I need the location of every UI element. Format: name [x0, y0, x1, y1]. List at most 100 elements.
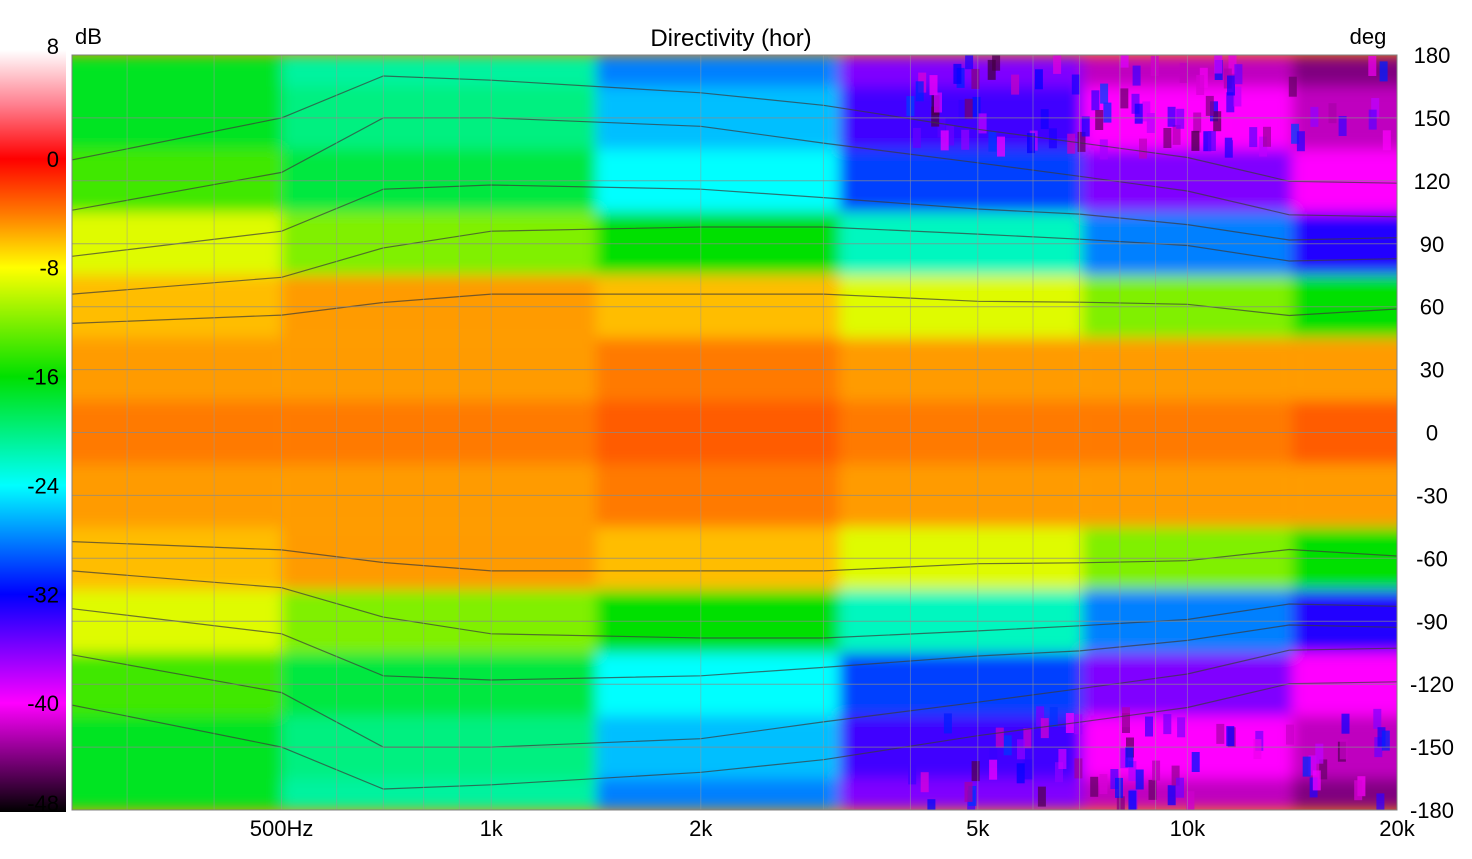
y-tick-label: 60 [1420, 295, 1444, 320]
y-tick-label: -60 [1416, 546, 1448, 571]
heatmap-spot [1234, 64, 1243, 85]
heatmap-spot [1163, 714, 1172, 735]
heatmap-spot [1090, 776, 1099, 797]
heatmap-spot [946, 125, 955, 146]
heatmap-spot [1091, 90, 1100, 111]
heatmap-spot [1315, 743, 1324, 764]
colorbar-tick-labels: 8 0 -8 -16 -24 -32 -40 -48 [27, 34, 59, 816]
heatmap-cell [72, 55, 282, 87]
heatmap-spot [953, 63, 962, 84]
heatmap-spot [1100, 83, 1109, 104]
y-axis-tick-labels: 180 150 120 90 60 30 0 -30 -60 -90 -120 -150 -180 [1410, 43, 1454, 823]
heatmap-spot [988, 131, 997, 152]
heatmap-spot [1003, 735, 1012, 756]
heatmap-spot [1034, 69, 1043, 90]
heatmap-spot [1116, 796, 1125, 810]
heatmap-spot [958, 99, 967, 120]
heatmap-spot [1071, 74, 1080, 95]
heatmap-spot [1232, 120, 1240, 141]
heatmap-spot [943, 713, 952, 734]
heatmap-cell [839, 778, 1083, 810]
heatmap-spot [1172, 124, 1181, 145]
colorbar-tick-label: -16 [27, 365, 59, 390]
heatmap-spot [1099, 774, 1108, 795]
heatmap-spot [1128, 761, 1137, 782]
heatmap-spot [1037, 786, 1046, 807]
heatmap-spot [1067, 133, 1076, 154]
heatmap-spot [1176, 777, 1184, 798]
heatmap-spot [1226, 92, 1235, 113]
x-tick-label: 10k [1170, 816, 1206, 841]
heatmap-spot [1135, 769, 1144, 790]
heatmap-spot [1368, 56, 1377, 76]
heatmap-spot [1191, 130, 1200, 151]
heatmap-spot [1011, 74, 1020, 95]
heatmap-spot [1196, 75, 1205, 95]
heatmap-spot [995, 727, 1004, 748]
heatmap-spot [997, 136, 1005, 157]
heatmap-spot [1074, 714, 1083, 735]
heatmap-spot [1074, 758, 1083, 779]
heatmap-cell [596, 401, 840, 433]
heatmap-spot [1150, 56, 1159, 77]
heatmap-spot [1040, 109, 1049, 130]
heatmap-spot [1055, 762, 1063, 783]
heatmap-spot [1120, 55, 1129, 68]
heatmap-spot [1233, 86, 1242, 107]
x-axis-tick-labels: 500Hz 1k 2k 5k 10k 20k [250, 816, 1416, 841]
heatmap-spot [1249, 127, 1258, 148]
heatmap-spot [1253, 739, 1262, 760]
heatmap-cell [1292, 55, 1397, 87]
heatmap-spot [1203, 131, 1212, 152]
colorbar-tick-label: -48 [27, 791, 59, 816]
colorbar-tick-label: 0 [47, 147, 59, 172]
heatmap-spot [1288, 76, 1297, 97]
heatmap-spot [1099, 139, 1108, 160]
heatmap-spot [912, 127, 921, 148]
heatmap-spot [1291, 123, 1300, 144]
y-tick-label: -120 [1410, 672, 1454, 697]
x-tick-label: 20k [1379, 816, 1415, 841]
y-tick-label: -150 [1410, 735, 1454, 760]
heatmap-spot [1339, 739, 1348, 760]
colorbar-label: dB [75, 24, 102, 49]
y-axis-unit-label: deg [1350, 24, 1387, 49]
heatmap-spot [1338, 116, 1347, 136]
heatmap-spot [1148, 779, 1157, 800]
heatmap-cell [1292, 401, 1397, 433]
heatmap-cell [72, 432, 282, 464]
heatmap-spot [1228, 55, 1237, 74]
heatmap-spot [1171, 765, 1180, 786]
colorbar-tick-label: 8 [47, 34, 59, 59]
heatmap-spot [1132, 65, 1141, 86]
heatmap-cell [72, 778, 282, 810]
heatmap-spot [1023, 728, 1032, 749]
heatmap-spot [1167, 785, 1176, 806]
heatmap-spot [964, 98, 973, 119]
heatmap-spot [1371, 98, 1380, 118]
heatmap-cell [72, 401, 282, 433]
y-tick-label: -180 [1410, 798, 1454, 823]
heatmap-spot [1163, 128, 1172, 148]
heatmap-low-level-spots [906, 55, 1391, 810]
heatmap-spot [1213, 111, 1222, 132]
y-tick-label: -90 [1416, 609, 1448, 634]
heatmap-spot [1186, 791, 1195, 810]
heatmap-spot [1142, 101, 1151, 122]
heatmap-spot [931, 106, 940, 127]
heatmap-spot [961, 129, 970, 150]
heatmap-spot [1053, 55, 1062, 74]
heatmap-spot [1058, 749, 1067, 769]
heatmap-spot [1379, 61, 1388, 82]
y-tick-label: 150 [1414, 106, 1451, 131]
heatmap-spot [1120, 88, 1129, 109]
heatmap-spot [1145, 716, 1153, 737]
heatmap-spot [1016, 763, 1025, 784]
heatmap-spot [915, 81, 924, 102]
heatmap-spot [940, 130, 949, 151]
colorbar-tick-label: -24 [27, 473, 59, 498]
y-tick-label: -30 [1416, 483, 1448, 508]
heatmap-spot [1077, 131, 1086, 152]
y-tick-label: 90 [1420, 232, 1444, 257]
